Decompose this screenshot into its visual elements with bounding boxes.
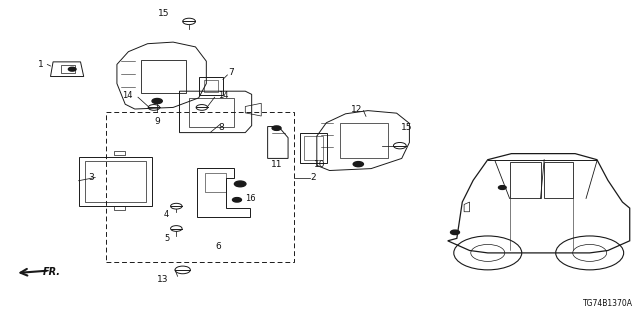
Circle shape — [152, 99, 163, 104]
Text: FR.: FR. — [43, 267, 61, 276]
Text: 11: 11 — [271, 160, 282, 169]
Text: 2: 2 — [310, 173, 316, 182]
Text: 3: 3 — [88, 173, 94, 182]
Bar — [85, 161, 146, 202]
Bar — [106, 112, 294, 262]
Bar — [544, 162, 573, 198]
Text: 13: 13 — [157, 275, 168, 284]
Circle shape — [234, 181, 246, 187]
Text: 4: 4 — [164, 210, 170, 219]
Bar — [114, 151, 125, 155]
Bar — [204, 80, 218, 92]
Bar — [141, 60, 186, 93]
Circle shape — [353, 162, 364, 167]
Bar — [61, 65, 76, 73]
Bar — [79, 157, 152, 206]
Text: 14: 14 — [218, 91, 228, 100]
Text: 15: 15 — [401, 123, 412, 132]
Bar — [198, 77, 223, 95]
Text: 9: 9 — [154, 117, 160, 126]
Circle shape — [272, 126, 281, 130]
Circle shape — [451, 230, 460, 235]
Text: 15: 15 — [159, 9, 170, 18]
Circle shape — [68, 67, 76, 71]
Text: 1: 1 — [38, 60, 44, 69]
Bar — [114, 206, 125, 210]
Bar — [509, 162, 541, 198]
Bar — [340, 123, 388, 158]
Text: 16: 16 — [245, 194, 256, 203]
Bar — [189, 98, 234, 127]
Text: 7: 7 — [228, 68, 234, 77]
Text: 6: 6 — [215, 243, 221, 252]
Text: TG74B1370A: TG74B1370A — [583, 299, 633, 308]
Text: 5: 5 — [164, 234, 170, 243]
Circle shape — [499, 186, 506, 189]
Text: 12: 12 — [351, 105, 363, 114]
Text: 10: 10 — [314, 160, 326, 169]
Text: 14: 14 — [122, 91, 133, 100]
Bar — [304, 136, 323, 160]
Text: 8: 8 — [218, 123, 224, 132]
Circle shape — [232, 197, 241, 202]
Bar — [300, 133, 327, 163]
